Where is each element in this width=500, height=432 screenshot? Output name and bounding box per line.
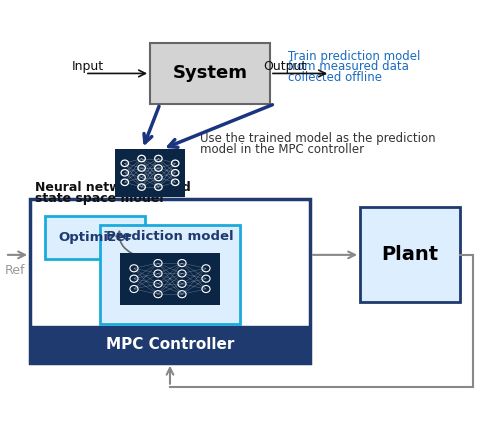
Polygon shape xyxy=(110,197,230,225)
FancyBboxPatch shape xyxy=(100,225,240,324)
Text: Plant: Plant xyxy=(382,245,438,264)
Text: Train prediction model: Train prediction model xyxy=(288,50,420,63)
Text: MPC Controller: MPC Controller xyxy=(106,337,234,352)
Text: Ref: Ref xyxy=(5,264,25,276)
FancyBboxPatch shape xyxy=(150,43,270,104)
Text: Optimizer: Optimizer xyxy=(58,231,132,244)
FancyBboxPatch shape xyxy=(360,207,460,302)
Text: collected offline: collected offline xyxy=(288,71,382,84)
Text: state space model: state space model xyxy=(35,192,164,205)
FancyBboxPatch shape xyxy=(45,216,145,259)
Text: from measured data: from measured data xyxy=(288,60,408,73)
FancyBboxPatch shape xyxy=(30,199,310,363)
Text: Neural network-based: Neural network-based xyxy=(35,181,191,194)
Text: Output: Output xyxy=(264,60,306,73)
FancyBboxPatch shape xyxy=(30,326,310,363)
Text: Prediction model: Prediction model xyxy=(106,230,234,243)
Text: System: System xyxy=(172,64,248,83)
Text: Use the trained model as the prediction: Use the trained model as the prediction xyxy=(200,132,436,145)
Text: Input: Input xyxy=(72,60,104,73)
FancyBboxPatch shape xyxy=(115,149,185,197)
FancyBboxPatch shape xyxy=(120,253,220,305)
Text: model in the MPC controller: model in the MPC controller xyxy=(200,143,364,156)
